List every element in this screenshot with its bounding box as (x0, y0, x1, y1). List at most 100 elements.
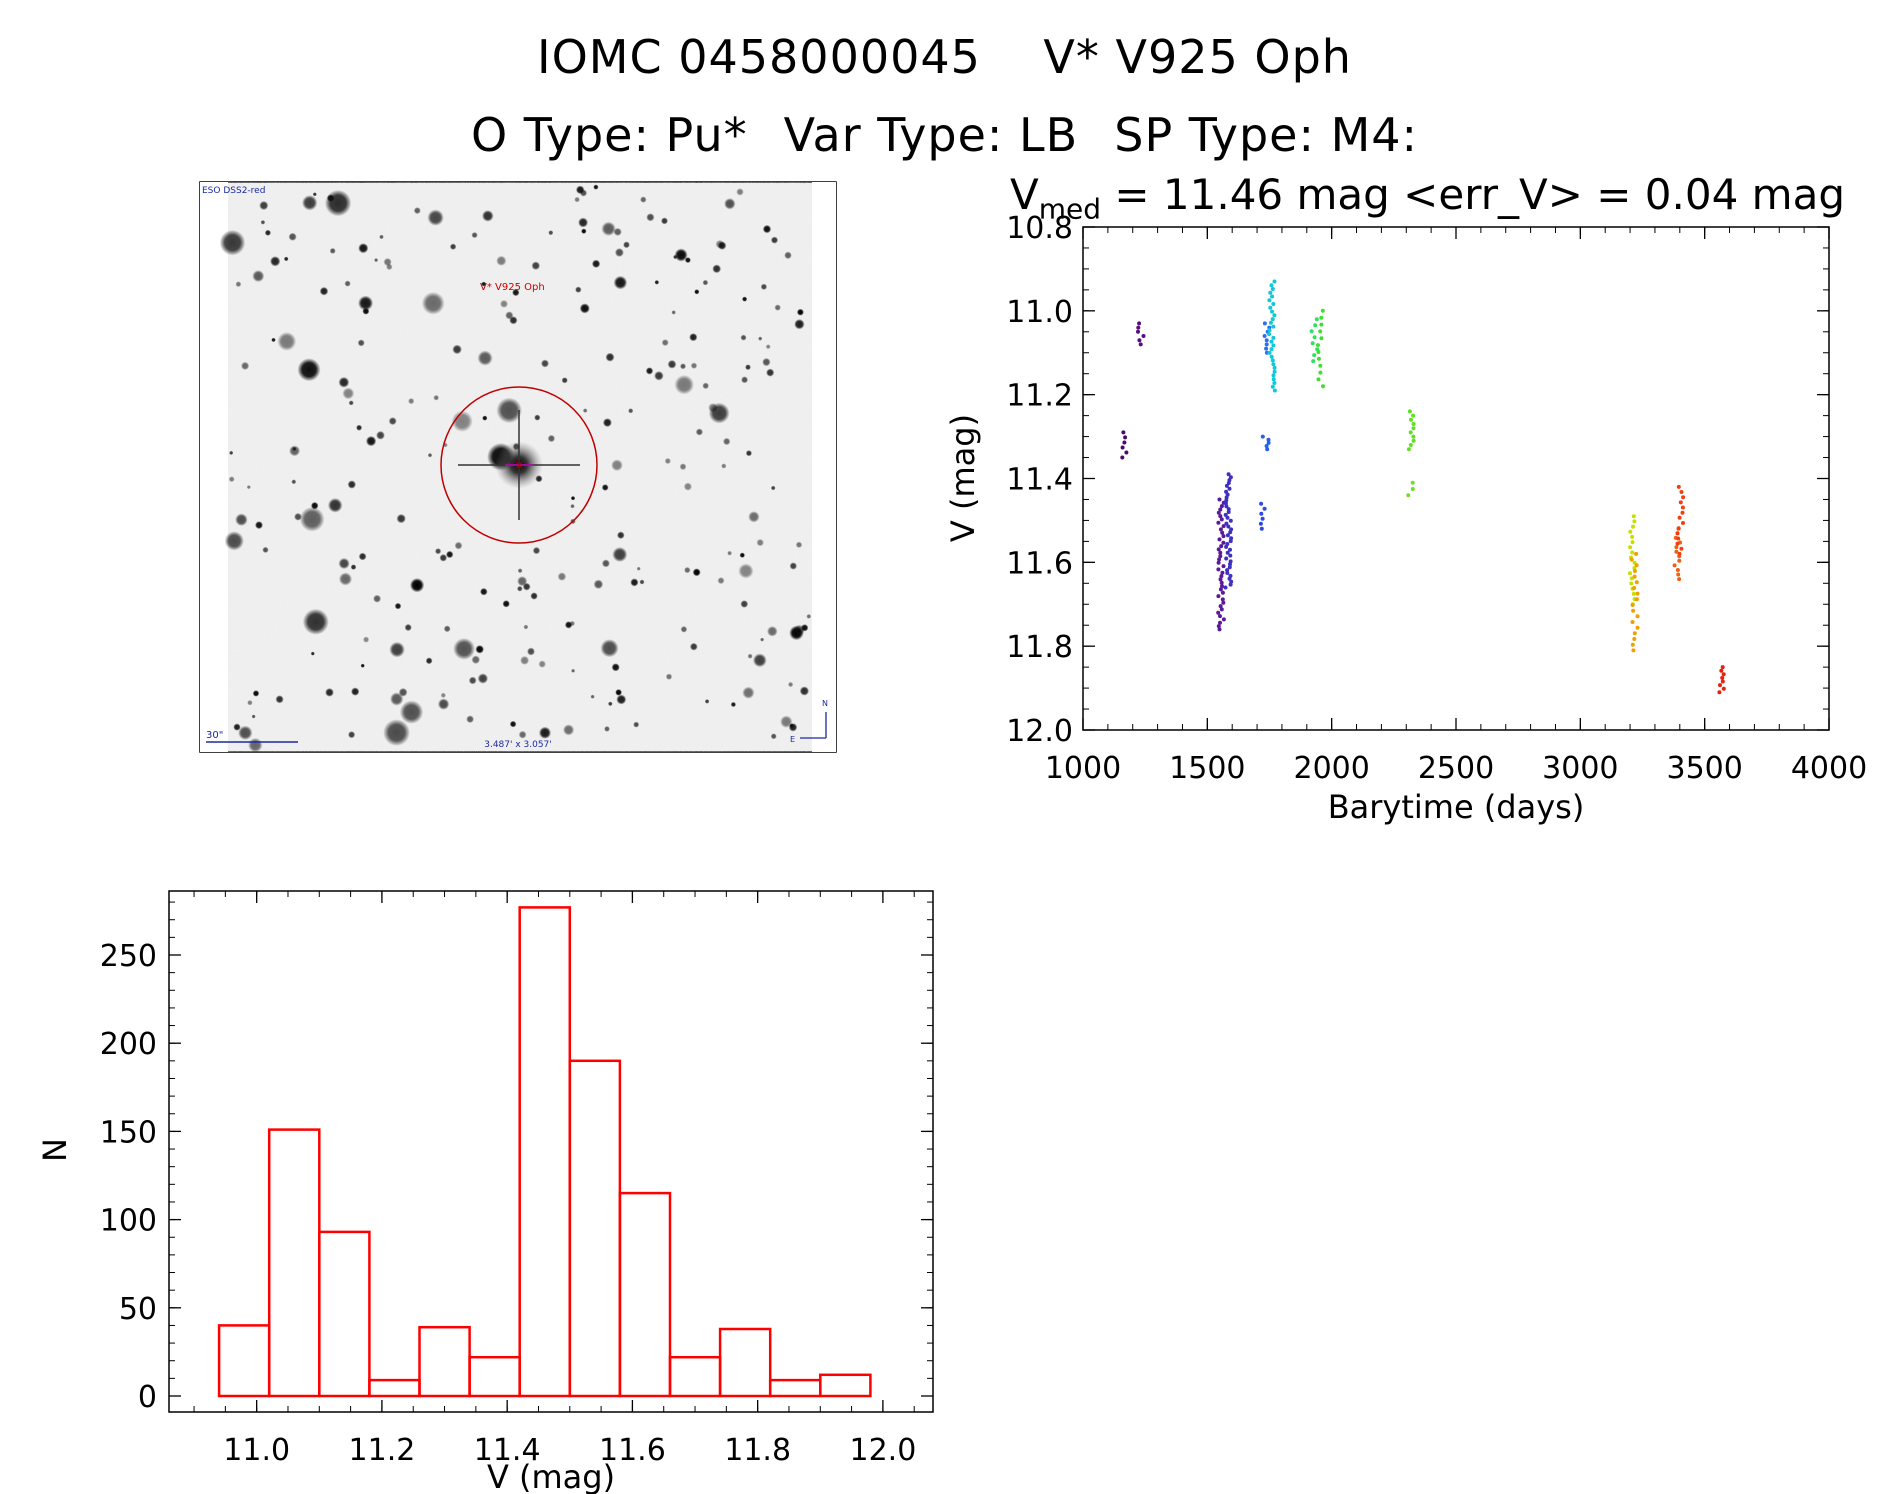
lc-data-point (1631, 591, 1636, 596)
lc-data-point (1120, 445, 1125, 450)
lc-data-point (1634, 563, 1639, 568)
lc-x-axis-label: Barytime (days) (1328, 788, 1585, 826)
star (534, 414, 541, 421)
magnitude-stats: Vmed = 11.46 mag <err_V> = 0.04 mag (1010, 170, 1845, 225)
star (443, 625, 451, 633)
lc-data-point (1228, 547, 1232, 552)
object-type: O Type: Pu* (470, 108, 748, 162)
star (717, 241, 727, 250)
star (636, 566, 641, 571)
star (575, 286, 582, 293)
star (376, 430, 385, 440)
lc-y-tick-label: 11.4 (1006, 463, 1073, 498)
lc-data-point (1219, 607, 1224, 612)
lc-data-point (1678, 500, 1683, 505)
lc-data-point (1224, 504, 1229, 509)
lc-data-point (1675, 568, 1680, 572)
star (547, 434, 556, 443)
star (421, 291, 445, 315)
lc-data-point (1228, 582, 1233, 587)
lc-data-point (1634, 597, 1639, 602)
lc-data-point (1632, 566, 1637, 570)
lc-data-point (1219, 544, 1224, 549)
histogram-chart: 11.0 11.2 11.4 11.6 11.8 12.0050100150200250 … (36, 890, 934, 1494)
star (262, 546, 269, 554)
star (748, 511, 760, 523)
star (383, 719, 410, 746)
star (468, 676, 477, 685)
lc-data-point (1272, 388, 1277, 393)
lc-data-point (1408, 430, 1413, 435)
star (557, 572, 567, 581)
lc-x-tick-label: 1000 (1045, 751, 1121, 786)
star (721, 463, 727, 469)
lc-data-point (1221, 540, 1226, 545)
star (689, 642, 698, 651)
star (736, 188, 744, 196)
star (509, 720, 517, 728)
star (548, 230, 554, 236)
star (674, 374, 694, 395)
lc-data-point (1268, 320, 1273, 325)
lc-data-point (1271, 343, 1276, 348)
lc-data-point (1226, 524, 1231, 529)
page-title: IOMC 0458000045 V* V925 Oph (0, 30, 1889, 84)
lc-data-point (1321, 384, 1325, 389)
lc-data-point (1219, 504, 1224, 509)
lc-data-point (1632, 586, 1637, 590)
lc-y-axis-label: V (mag) (944, 414, 982, 542)
star (482, 210, 494, 222)
star (571, 668, 576, 673)
lc-data-point (1259, 526, 1264, 531)
lc-data-point (1272, 369, 1277, 374)
lc-data-point (1409, 417, 1413, 422)
lc-data-point (1220, 584, 1224, 589)
lc-data-point (1411, 438, 1416, 443)
star (373, 594, 382, 603)
lc-data-point (1632, 519, 1637, 524)
star (277, 332, 297, 351)
star (531, 261, 541, 271)
star (512, 288, 520, 297)
lc-data-point (1316, 343, 1320, 348)
lc-data-point (1408, 443, 1413, 447)
lc-data-point (1226, 510, 1231, 514)
lc-data-point (1632, 637, 1637, 641)
star (500, 299, 508, 308)
lc-data-point (1136, 325, 1141, 330)
star (404, 623, 412, 632)
star (667, 359, 677, 369)
star (574, 196, 580, 203)
compass-east-label: E (790, 735, 795, 744)
star (324, 189, 352, 217)
lc-axis-ticks: 1000 1500 2000 2500 3000 3500 4000 10.8 11.0 11.2… (1006, 211, 1867, 786)
lc-data-point (1216, 520, 1221, 525)
hist-bar (618, 1191, 672, 1398)
star (591, 259, 601, 268)
lc-data-point (1224, 483, 1229, 488)
star (616, 694, 627, 705)
lc-data-point (1228, 553, 1233, 558)
star (582, 408, 588, 413)
lc-data-point (1319, 315, 1324, 320)
star (661, 339, 669, 347)
star (575, 185, 585, 195)
star (770, 236, 779, 244)
object-id: IOMC 0458000045 (537, 30, 981, 84)
star (452, 344, 462, 355)
lc-data-point (1677, 558, 1682, 563)
lc-data-point (1679, 490, 1684, 494)
star (770, 485, 776, 491)
lc-data-point (1136, 329, 1140, 334)
lc-data-point (1224, 556, 1229, 561)
lc-data-point (1268, 290, 1273, 295)
lc-data-point (1672, 563, 1677, 568)
lc-data-point (1221, 534, 1226, 539)
star (517, 585, 523, 592)
hist-bar (318, 1230, 371, 1398)
lc-data-point (1406, 493, 1411, 498)
star (357, 339, 365, 347)
lc-data-point (1270, 317, 1275, 322)
star (247, 700, 253, 706)
lc-data-point (1226, 472, 1231, 477)
